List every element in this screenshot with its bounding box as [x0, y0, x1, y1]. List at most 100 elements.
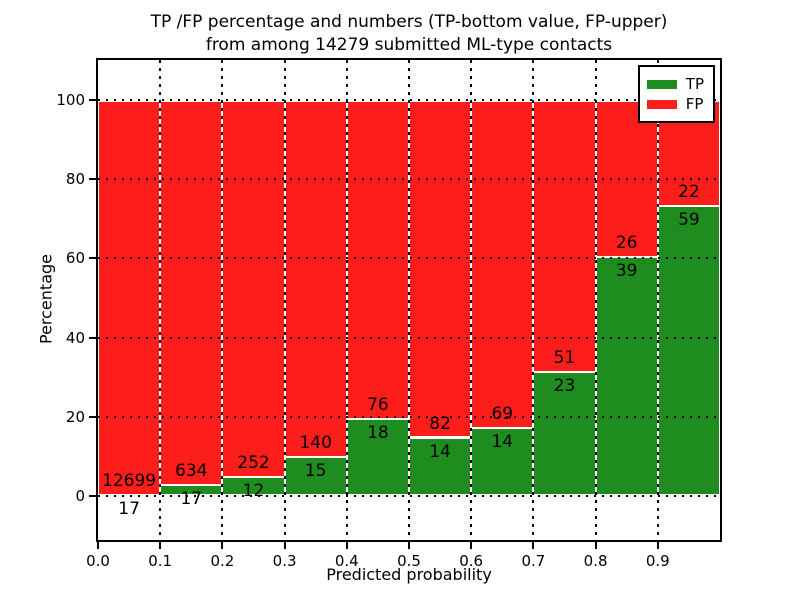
x-tick-label: 0.7 [521, 552, 546, 570]
y-tick-label: 80 [65, 170, 85, 188]
fp-legend-swatch [646, 99, 677, 109]
x-tick-label: 0.9 [645, 552, 670, 570]
x-axis-tick [532, 542, 535, 549]
y-tick-label: 100 [56, 90, 85, 109]
fp-count-label: 634 [175, 461, 208, 481]
bar-group [98, 60, 161, 540]
x-tick-label: 0.2 [210, 552, 235, 570]
tp-count-label: 14 [429, 441, 451, 462]
x-axis-tick [656, 542, 659, 549]
x-axis-tick [159, 542, 162, 549]
y-axis-tick [89, 336, 96, 339]
fp-bar-segment [99, 99, 160, 496]
vertical-gridline [159, 60, 162, 540]
x-axis-tick [221, 542, 224, 549]
fp-bar-segment [472, 99, 533, 430]
x-tick-label: 0.4 [334, 552, 359, 570]
fp-count-label: 26 [615, 233, 638, 254]
x-axis-tick [594, 542, 597, 549]
fp-bar-segment [223, 99, 284, 479]
x-tick-label: 0.8 [583, 552, 608, 570]
tp-count-label: 12 [242, 481, 265, 502]
chart-title-line-1: TP /FP percentage and numbers (TP-bottom… [150, 12, 668, 32]
fp-count-label: 140 [299, 432, 332, 453]
plot-area: TP FP 12699 17 634 17 252 12 140 15 76 18 82 14 69 14… [96, 58, 722, 542]
tp-count-label: 39 [615, 261, 638, 282]
fp-bar-segment [534, 99, 595, 374]
x-tick-label: 0.5 [397, 552, 421, 570]
tp-legend-label: TP [685, 74, 704, 93]
vertical-gridline [594, 60, 597, 540]
fp-bar-segment [285, 99, 346, 458]
y-tick-label: 20 [65, 408, 85, 427]
x-axis-tick [470, 542, 473, 549]
tp-count-label: 17 [180, 489, 203, 509]
fp-count-label: 252 [237, 453, 270, 474]
vertical-gridline [470, 60, 473, 540]
bar-group [409, 60, 472, 540]
tp-bar-segment [161, 486, 222, 497]
fp-bar-segment [347, 99, 408, 421]
tp-bar-segment [347, 420, 408, 497]
fp-legend-label: FP [685, 94, 704, 113]
x-tick-label: 0.0 [86, 552, 110, 570]
tp-bar-segment [472, 429, 533, 497]
tp-count-label: 59 [678, 210, 700, 231]
tp-legend-swatch [646, 79, 677, 89]
horizontal-gridline [98, 257, 720, 260]
x-axis-label: Predicted probability [326, 565, 492, 584]
tp-bar-segment [410, 438, 471, 497]
x-axis-tick [345, 542, 348, 549]
x-axis-tick [408, 542, 410, 549]
x-tick-label: 0.3 [272, 552, 297, 570]
horizontal-gridline [98, 416, 720, 419]
y-axis-tick [89, 178, 96, 180]
fp-count-label: 69 [491, 404, 514, 425]
y-axis-tick [89, 495, 96, 498]
vertical-gridline [408, 60, 410, 540]
legend-entry-fp: FP [646, 94, 704, 114]
legend: TP FP [637, 65, 715, 123]
y-axis-tick [89, 257, 96, 260]
fp-count-label: 12699 [102, 470, 157, 491]
vertical-gridline [345, 60, 348, 540]
y-tick-label: 0 [75, 487, 85, 506]
x-axis-tick [97, 542, 99, 549]
x-axis-tick [283, 542, 286, 549]
x-tick-label: 0.6 [459, 552, 484, 570]
horizontal-gridline [98, 495, 720, 498]
horizontal-gridline [98, 336, 720, 339]
horizontal-gridline [98, 178, 720, 180]
tp-bar-segment [658, 207, 719, 497]
fp-count-label: 51 [553, 348, 576, 369]
tp-bar-segment [596, 258, 657, 497]
y-axis-tick [89, 416, 96, 419]
vertical-gridline [656, 60, 659, 540]
tp-count-label: 17 [118, 498, 140, 519]
fp-bar-segment [410, 99, 471, 439]
fp-count-label: 76 [367, 395, 389, 416]
tp-bar-segment [285, 457, 346, 497]
fp-bar-segment [161, 99, 222, 486]
bar-group [471, 60, 534, 540]
tp-bar-segment [534, 373, 595, 497]
tp-count-label: 23 [553, 376, 576, 397]
legend-entry-tp: TP [646, 74, 704, 94]
vertical-gridline [532, 60, 535, 540]
vertical-gridline [221, 60, 224, 540]
fp-count-label: 22 [678, 182, 700, 203]
y-axis-tick [89, 98, 96, 101]
x-tick-label: 0.1 [148, 552, 173, 570]
tp-count-label: 18 [367, 423, 389, 444]
bar-group [657, 60, 720, 540]
bar-group [346, 60, 409, 540]
bar-group [533, 60, 596, 540]
tp-count-label: 14 [491, 432, 514, 453]
chart-title-line-2: from among 14279 submitted ML-type conta… [205, 35, 613, 55]
vertical-gridline [283, 60, 286, 540]
horizontal-gridline [98, 98, 720, 101]
fp-count-label: 82 [429, 413, 451, 434]
y-tick-label: 60 [65, 249, 85, 268]
bar-group [595, 60, 658, 540]
